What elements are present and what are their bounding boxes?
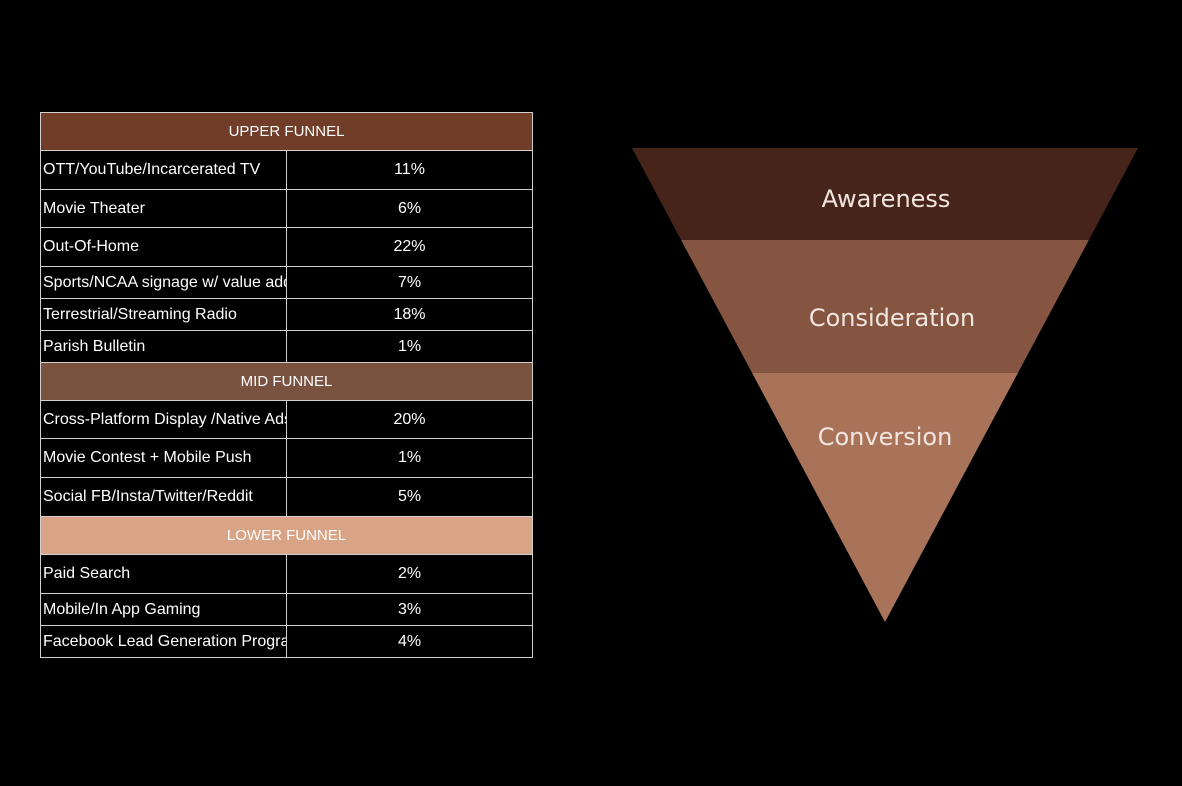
budget-share: 18%: [286, 298, 533, 331]
funnel-stage-awareness: [632, 148, 1138, 240]
channel-name: Out-Of-Home: [40, 227, 287, 267]
funnel-stage-consideration: [681, 240, 1089, 373]
media-mix-table-body: UPPER FUNNEL OTT/YouTube/Incarcerated TV 1…: [40, 112, 533, 658]
budget-share: 6%: [286, 189, 533, 228]
channel-row: Sports/NCAA signage w/ value add 7%: [40, 266, 533, 299]
budget-share: 4%: [286, 625, 533, 658]
channel-name: Social FB/Insta/Twitter/Reddit: [40, 477, 287, 517]
channel-row: OTT/YouTube/Incarcerated TV 11%: [40, 150, 533, 190]
channel-row: Facebook Lead Generation Program 4%: [40, 625, 533, 658]
channel-row: Terrestrial/Streaming Radio 18%: [40, 298, 533, 331]
media-mix-table: UPPER FUNNEL OTT/YouTube/Incarcerated TV 1…: [40, 112, 533, 658]
budget-share: 11%: [286, 150, 533, 190]
funnel-stage-label: Awareness: [822, 185, 951, 213]
funnel-stage-label: Conversion: [818, 423, 953, 451]
budget-share: 22%: [286, 227, 533, 267]
funnel-stage-label: Consideration: [809, 304, 975, 332]
channel-name: Parish Bulletin: [40, 330, 287, 363]
channel-row: Out-Of-Home 22%: [40, 227, 533, 267]
section-title: LOWER FUNNEL: [40, 516, 533, 555]
channel-name: OTT/YouTube/Incarcerated TV: [40, 150, 287, 190]
channel-name: Cross-Platform Display /Native Ads (APD …: [40, 400, 287, 439]
section-header-row: MID FUNNEL: [40, 362, 533, 401]
budget-share: 20%: [286, 400, 533, 439]
channel-row: Movie Contest + Mobile Push 1%: [40, 438, 533, 478]
channel-row: Social FB/Insta/Twitter/Reddit 5%: [40, 477, 533, 517]
channel-row: Parish Bulletin 1%: [40, 330, 533, 363]
section-header-row: UPPER FUNNEL: [40, 112, 533, 151]
section-header-row: LOWER FUNNEL: [40, 516, 533, 555]
funnel-stage-conversion: [752, 373, 1018, 622]
section-title: UPPER FUNNEL: [40, 112, 533, 151]
budget-share: 7%: [286, 266, 533, 299]
channel-row: Cross-Platform Display /Native Ads (APD …: [40, 400, 533, 439]
channel-name: Paid Search: [40, 554, 287, 594]
section-title: MID FUNNEL: [40, 362, 533, 401]
budget-share: 1%: [286, 330, 533, 363]
channel-name: Terrestrial/Streaming Radio: [40, 298, 287, 331]
budget-share: 5%: [286, 477, 533, 517]
channel-name: Facebook Lead Generation Program: [40, 625, 287, 658]
channel-row: Paid Search 2%: [40, 554, 533, 594]
